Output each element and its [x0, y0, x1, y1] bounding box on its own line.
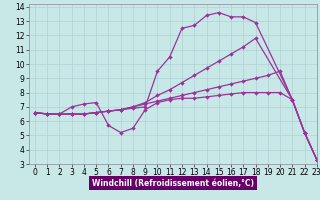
X-axis label: Windchill (Refroidissement éolien,°C): Windchill (Refroidissement éolien,°C)	[92, 179, 254, 188]
